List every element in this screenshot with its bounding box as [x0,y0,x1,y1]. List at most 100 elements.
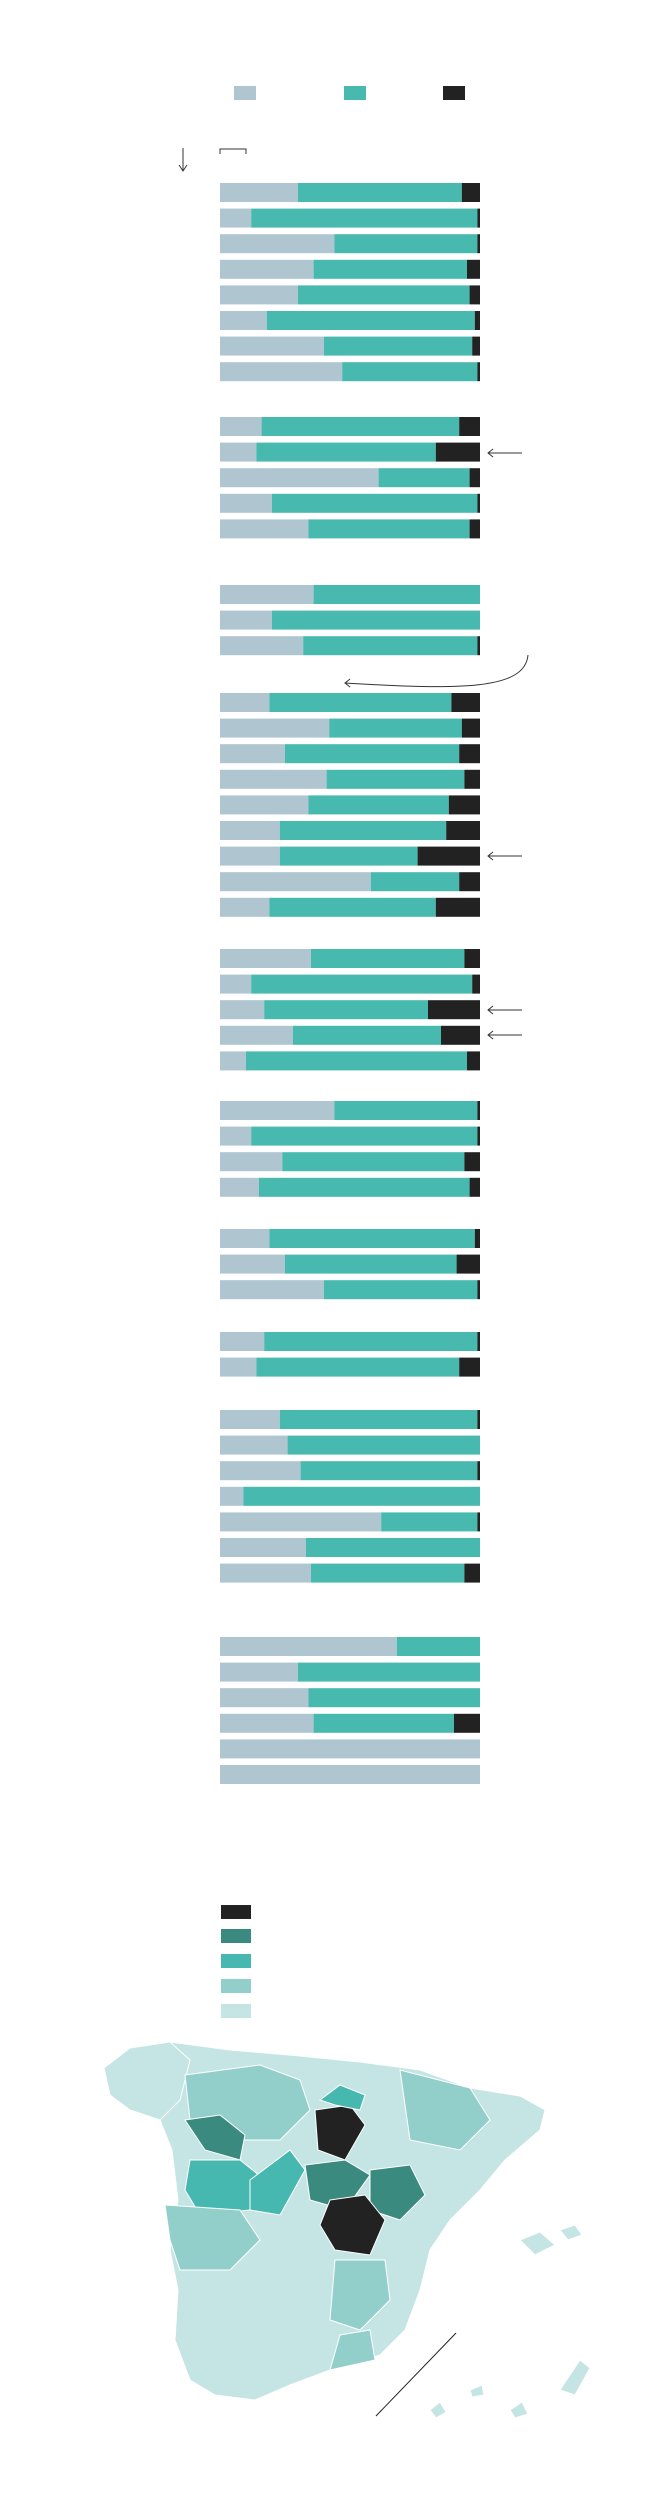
bar-segment [220,821,280,840]
bar-segment [220,1280,324,1300]
map-legend [221,1905,251,2018]
bar-segment [220,693,270,712]
map-island [559,2224,583,2241]
bar-segment [305,1538,480,1557]
bar-segment [303,636,478,656]
bar-segment [477,1410,480,1429]
map-island [429,2401,447,2419]
map-region [329,2259,391,2331]
bar-segment [256,442,436,462]
bar-segment [477,234,480,254]
bar-segment [220,610,272,630]
bar-segment [220,1688,309,1708]
bar-segment [251,974,473,994]
bar-segment [261,417,460,436]
arrow [487,448,522,458]
bar-segment [220,1739,480,1759]
bar-segment [220,1152,283,1172]
bar-segment [220,442,257,462]
bar-segment [220,1025,293,1045]
bar-segment [220,1000,265,1020]
bar-segment [298,285,470,305]
arrow [487,1030,522,1040]
bar-segment [220,417,262,436]
bar-segment [477,1332,480,1351]
bar-segment [251,208,478,228]
bar-segment [474,1229,480,1248]
arrow [487,1005,522,1015]
bar-segment [220,1126,252,1146]
bar-segment [472,336,480,356]
legend-swatch [344,86,366,100]
map-region [319,2194,386,2256]
bar-segment [220,1765,480,1784]
bar-segment [220,208,252,228]
bar-segment [220,183,298,202]
bar-segment [269,897,436,917]
bar-segment [220,1637,397,1656]
bar-segment [264,1000,428,1020]
bar-segment [220,234,335,254]
arrow-head [178,164,188,172]
bar-segment [441,1025,480,1045]
map-region [103,2041,191,2121]
bar-segment [446,821,480,840]
bar-segment [246,1051,467,1071]
bar-segment [396,1637,480,1656]
bar-segment [477,362,480,382]
annotations [178,148,529,1040]
bar-segment [220,1051,246,1071]
map-region [329,2329,376,2371]
bar-segment [282,1152,465,1172]
bar-segment [272,610,480,630]
bar-segment [279,1410,478,1429]
bar-segment [259,1177,470,1197]
bar-segment [220,1177,259,1197]
bar-segment [220,718,330,738]
bar-segment [334,234,478,254]
map-legend-swatch [221,2004,251,2018]
bar-segment [477,493,480,513]
map [103,2041,591,2419]
bar-segment [313,259,467,279]
bar-segment [451,693,480,712]
bar-segment [378,468,470,488]
bar-segment [334,1101,478,1120]
bar-segment [324,1280,478,1300]
bar-segment [300,1461,478,1481]
map-island [559,2359,591,2396]
map-region [249,2149,306,2216]
bar-segment [269,1229,475,1248]
bar-segment [264,1332,478,1351]
bar-segment [220,285,298,305]
bar-segment [251,1126,478,1146]
bar-segment [467,259,480,279]
bar-segment [220,493,272,513]
bar-segment [220,872,371,892]
bar-segment [477,208,480,228]
bar-segment [308,1688,480,1708]
bar-segment [220,585,314,604]
map-legend-swatch [221,1905,251,1919]
bars [220,183,480,1784]
map-region [318,2084,366,2111]
map-region [164,2204,261,2271]
bar-segment [220,1101,335,1120]
bar-segment [220,846,280,866]
bar-segment [469,468,480,488]
curved-arrow [344,654,529,688]
bar-segment [220,795,309,815]
bar-segment [477,636,480,656]
bar-segment [279,821,447,840]
bar-segment [477,1280,480,1300]
bar-segment [292,1025,441,1045]
bar-segment [459,744,480,764]
bar-segment [308,519,470,539]
legend-swatch [234,86,256,100]
bar-segment [477,1512,480,1532]
bar-segment [311,1563,465,1583]
bar-segment [477,1461,480,1481]
map-region [399,2069,491,2151]
bar-segment [370,872,460,892]
bar-segment [381,1512,478,1532]
